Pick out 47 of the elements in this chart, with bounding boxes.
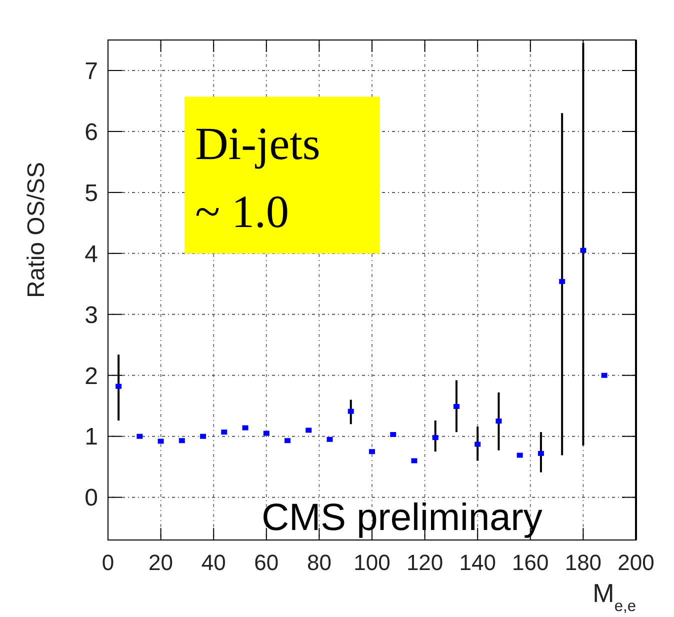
x-tick-label: 80 — [306, 550, 332, 575]
point — [496, 418, 502, 424]
point — [580, 248, 586, 253]
point — [178, 438, 185, 444]
x-tick-label: 60 — [254, 550, 279, 575]
x-tick-label: 180 — [564, 550, 602, 575]
point — [369, 449, 375, 454]
x-tick-label: 20 — [148, 550, 174, 575]
x-axis-title: M$_{e,e}$ — [592, 578, 636, 614]
point — [136, 434, 143, 439]
x-tick-label: 200 — [618, 550, 654, 575]
x-tick-label: 120 — [406, 550, 444, 575]
y-tick-label: 0 — [84, 484, 98, 512]
x-tick-label: 40 — [201, 550, 226, 575]
x-tick-label: 100 — [354, 550, 390, 575]
y-tick-label: 7 — [84, 58, 98, 85]
point — [559, 278, 566, 284]
y-tick-label: 3 — [84, 302, 98, 329]
y-tick-label: 4 — [84, 240, 98, 268]
point — [453, 404, 460, 409]
point — [284, 438, 291, 444]
point — [242, 425, 248, 430]
y-tick-label: 2 — [84, 362, 98, 390]
point — [221, 430, 228, 435]
point — [306, 428, 312, 433]
point — [326, 436, 333, 442]
y-tick-label: 5 — [84, 180, 98, 207]
point — [200, 434, 206, 439]
point — [263, 430, 270, 436]
point — [474, 442, 481, 447]
point — [538, 450, 544, 456]
point — [116, 384, 122, 389]
y-tick-label: 1 — [84, 424, 98, 451]
point — [390, 432, 396, 438]
point — [432, 435, 438, 440]
point — [348, 408, 354, 414]
y-axis-title: Ratio OS/SS — [23, 162, 50, 298]
y-tick-label: 6 — [84, 118, 98, 146]
point — [516, 452, 523, 458]
point — [601, 372, 608, 378]
x-tick-label: 160 — [512, 550, 549, 575]
x-tick-label: 0 — [102, 550, 114, 575]
point — [411, 458, 418, 464]
point — [158, 438, 164, 444]
annotation: Di-jets ~ 1.0 — [195, 118, 320, 237]
annotation: CMS preliminary — [262, 497, 542, 539]
x-tick-label: 140 — [459, 550, 496, 575]
